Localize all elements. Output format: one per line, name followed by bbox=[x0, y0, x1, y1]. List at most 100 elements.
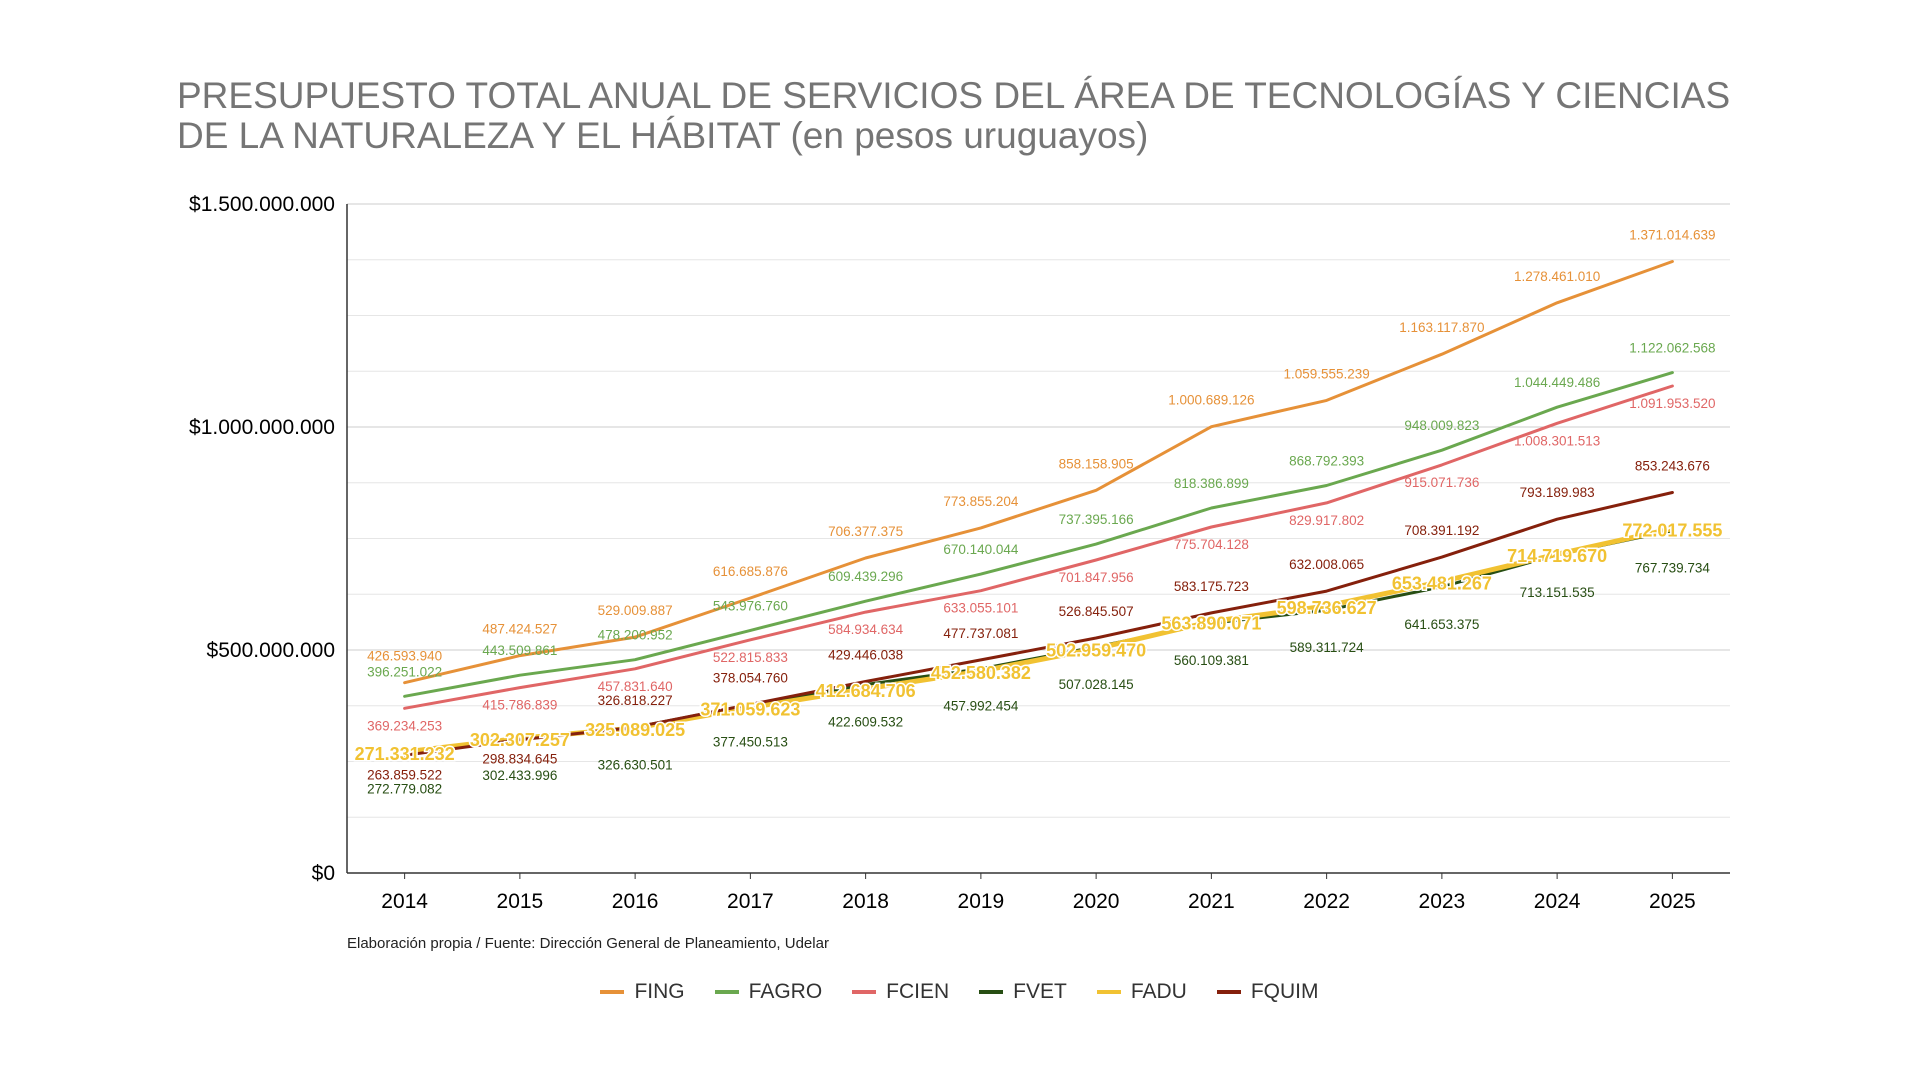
data-label-fadu: 271.331.232 bbox=[355, 744, 455, 764]
data-label-fvet: 589.311.724 bbox=[1290, 640, 1365, 655]
series-line-fadu bbox=[402, 526, 1675, 755]
y-tick-label: $1.000.000.000 bbox=[189, 416, 335, 439]
data-label-fagro: 818.386.899 bbox=[1174, 476, 1249, 491]
data-label-fadu: 598.736.627 bbox=[1277, 598, 1377, 618]
data-label-fquim: 326.818.227 bbox=[598, 693, 673, 708]
legend: FING FAGRO FCIEN FVET FADU FQUIM bbox=[0, 980, 1919, 1004]
data-label-fquim: 298.834.645 bbox=[482, 752, 557, 767]
data-label-fadu: 772.017.555 bbox=[1622, 521, 1722, 541]
x-tick-label: 2021 bbox=[1188, 890, 1235, 913]
data-label-fing: 706.377.375 bbox=[828, 524, 903, 539]
data-label-fing: 1.163.117.870 bbox=[1399, 320, 1484, 335]
x-tick-label: 2016 bbox=[612, 890, 659, 913]
data-label-fadu: 653.481.267 bbox=[1392, 574, 1492, 594]
data-label-fagro: 948.009.823 bbox=[1404, 418, 1479, 433]
x-tick-label: 2020 bbox=[1073, 890, 1120, 913]
data-label-fadu: 502.959.470 bbox=[1046, 641, 1146, 661]
data-label-fquim: 263.859.522 bbox=[367, 767, 442, 782]
data-label-fing: 1.000.689.126 bbox=[1168, 393, 1254, 408]
data-label-fcien: 584.934.634 bbox=[828, 622, 904, 637]
data-label-fvet: 641.653.375 bbox=[1404, 617, 1479, 632]
data-label-fagro: 868.792.393 bbox=[1289, 454, 1364, 469]
data-label-fquim: 477.737.081 bbox=[943, 626, 1018, 641]
x-tick-label: 2024 bbox=[1534, 890, 1581, 913]
y-tick-label: $0 bbox=[312, 862, 335, 885]
data-label-fing: 773.855.204 bbox=[943, 494, 1019, 509]
data-label-fagro: 443.509.861 bbox=[482, 643, 557, 658]
data-label-fing: 858.158.905 bbox=[1059, 456, 1134, 471]
data-label-fagro: 1.044.449.486 bbox=[1514, 375, 1600, 390]
y-tick-label: $500.000.000 bbox=[207, 639, 335, 662]
data-label-fagro: 543.976.760 bbox=[713, 598, 788, 613]
legend-item-fvet: FVET bbox=[979, 980, 1067, 1004]
legend-swatch bbox=[1216, 990, 1241, 994]
chart-title: PRESUPUESTO TOTAL ANUAL DE SERVICIOS DEL… bbox=[177, 75, 1731, 156]
line-chart: $0 $500.000.000 $1.000.000.000 $1.500.000.0… bbox=[189, 193, 1730, 913]
data-label-fcien: 522.815.833 bbox=[713, 650, 788, 665]
data-label-fvet: 713.151.535 bbox=[1520, 585, 1595, 600]
data-label-fvet: 272.779.082 bbox=[367, 781, 442, 796]
data-labels: 426.593.940 487.424.527 529.009.887 616.685… bbox=[353, 228, 1724, 797]
data-label-fadu: 325.089.025 bbox=[585, 720, 685, 740]
legend-swatch bbox=[852, 990, 877, 994]
data-label-fcien: 1.008.301.513 bbox=[1514, 433, 1600, 448]
data-label-fing: 1.371.014.639 bbox=[1629, 228, 1715, 243]
axis-layer: $0 $500.000.000 $1.000.000.000 $1.500.000.0… bbox=[189, 193, 1730, 913]
legend-label: FCIEN bbox=[886, 980, 950, 1003]
x-tick-label: 2023 bbox=[1419, 890, 1466, 913]
legend-item-fagro: FAGRO bbox=[714, 980, 823, 1004]
data-label-fvet: 302.433.996 bbox=[482, 768, 557, 783]
data-label-fagro: 609.439.296 bbox=[828, 569, 903, 584]
legend-swatch bbox=[979, 990, 1004, 994]
legend-label: FQUIM bbox=[1250, 980, 1319, 1003]
data-label-fagro: 1.122.062.568 bbox=[1629, 341, 1715, 356]
data-label-fing: 616.685.876 bbox=[713, 564, 788, 579]
series-line-fcien bbox=[403, 384, 1674, 710]
x-tick-label: 2017 bbox=[727, 890, 774, 913]
legend-label: FVET bbox=[1013, 980, 1067, 1003]
data-label-fquim: 853.243.676 bbox=[1635, 458, 1710, 473]
data-label-fquim: 793.189.983 bbox=[1520, 485, 1595, 500]
legend-item-fing: FING bbox=[600, 980, 685, 1004]
legend-item-fadu: FADU bbox=[1096, 980, 1187, 1004]
data-label-fcien: 457.831.640 bbox=[598, 679, 673, 694]
data-label-fquim: 583.175.723 bbox=[1174, 579, 1249, 594]
data-label-fvet: 326.630.501 bbox=[598, 757, 673, 772]
data-label-fadu: 452.580.382 bbox=[931, 663, 1031, 683]
x-tick-label: 2018 bbox=[842, 890, 889, 913]
source-note: Elaboración propia / Fuente: Dirección G… bbox=[347, 935, 829, 952]
series-line-fquim bbox=[403, 491, 1674, 757]
data-label-fcien: 829.917.802 bbox=[1289, 513, 1364, 528]
y-tick-label: $1.500.000.000 bbox=[189, 193, 335, 216]
data-label-fing: 426.593.940 bbox=[367, 649, 442, 664]
data-label-fcien: 415.786.839 bbox=[482, 698, 557, 713]
data-label-fvet: 767.739.734 bbox=[1635, 561, 1711, 576]
legend-label: FAGRO bbox=[748, 980, 823, 1003]
legend-label: FADU bbox=[1130, 980, 1187, 1003]
data-label-fquim: 632.008.065 bbox=[1289, 557, 1364, 572]
data-label-fadu: 714.719.670 bbox=[1507, 546, 1607, 566]
data-label-fcien: 1.091.953.520 bbox=[1629, 396, 1715, 411]
data-label-fcien: 915.071.736 bbox=[1404, 475, 1479, 490]
data-label-fcien: 775.704.128 bbox=[1174, 537, 1249, 552]
series-line-fvet bbox=[403, 529, 1674, 753]
data-label-fcien: 701.847.956 bbox=[1059, 570, 1134, 585]
legend-label: FING bbox=[634, 980, 685, 1003]
data-label-fing: 529.009.887 bbox=[598, 603, 673, 618]
legend-swatch bbox=[714, 990, 739, 994]
data-label-fing: 1.059.555.239 bbox=[1283, 366, 1369, 381]
series-lines bbox=[402, 260, 1675, 757]
data-label-fagro: 478.200.952 bbox=[598, 628, 673, 643]
data-label-fvet: 507.028.145 bbox=[1059, 677, 1134, 692]
data-label-fagro: 737.395.166 bbox=[1059, 512, 1134, 527]
grid-layer bbox=[347, 203, 1730, 818]
data-label-fcien: 369.234.253 bbox=[367, 718, 442, 733]
data-label-fquim: 526.845.507 bbox=[1059, 604, 1134, 619]
data-label-fcien: 633.055.101 bbox=[943, 601, 1018, 616]
data-label-fvet: 560.109.381 bbox=[1174, 653, 1249, 668]
legend-swatch bbox=[1096, 990, 1121, 994]
legend-item-fquim: FQUIM bbox=[1216, 980, 1319, 1004]
data-label-fing: 1.278.461.010 bbox=[1514, 269, 1600, 284]
legend-item-fcien: FCIEN bbox=[852, 980, 949, 1004]
legend-swatch bbox=[600, 990, 625, 994]
